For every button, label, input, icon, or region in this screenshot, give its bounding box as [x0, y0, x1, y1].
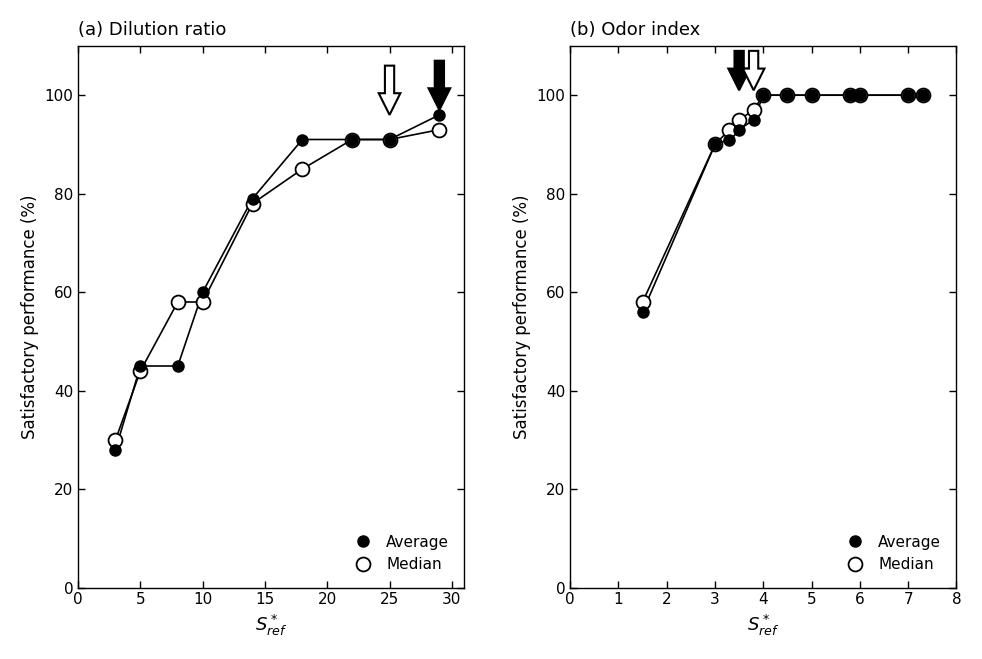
Y-axis label: Satisfactory performance (%): Satisfactory performance (%): [513, 194, 531, 439]
Polygon shape: [729, 51, 750, 90]
X-axis label: $S^*_{ref}$: $S^*_{ref}$: [255, 613, 288, 638]
Polygon shape: [742, 51, 764, 90]
Legend: Average, Median: Average, Median: [340, 527, 457, 580]
Y-axis label: Satisfactory performance (%): Satisfactory performance (%): [21, 194, 39, 439]
Legend: Average, Median: Average, Median: [832, 527, 949, 580]
Polygon shape: [428, 61, 450, 110]
Text: (a) Dilution ratio: (a) Dilution ratio: [79, 21, 227, 39]
Polygon shape: [379, 66, 401, 115]
Text: (b) Odor index: (b) Odor index: [571, 21, 700, 39]
X-axis label: $S^*_{ref}$: $S^*_{ref}$: [747, 613, 780, 638]
